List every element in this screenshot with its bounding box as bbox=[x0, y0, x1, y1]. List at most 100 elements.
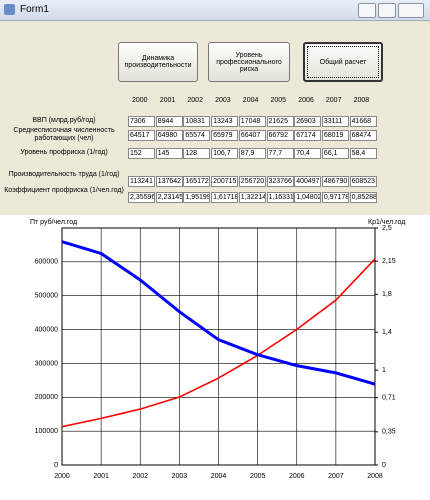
table-cell[interactable]: 64517 bbox=[128, 130, 155, 141]
year-header: 2004 bbox=[242, 97, 259, 104]
row-label: Производительность труда (1/год) bbox=[8, 171, 120, 178]
table-cell[interactable]: 1,04802 bbox=[294, 192, 322, 203]
table-cell[interactable]: 65979 bbox=[211, 130, 239, 141]
y2-tick-label: 1 bbox=[382, 367, 386, 374]
table-cell[interactable]: 58,4 bbox=[349, 148, 377, 159]
row-label: Коэффициент профриска (1/чел.год) bbox=[4, 187, 124, 194]
table-cell[interactable]: 323766 bbox=[266, 176, 294, 187]
table-cell[interactable]: 8944 bbox=[155, 116, 183, 127]
year-header: 2007 bbox=[325, 97, 342, 104]
year-header: 2008 bbox=[353, 97, 370, 104]
table-cell[interactable]: 128 bbox=[183, 148, 211, 159]
y-axis-label: Пт руб/чел.год bbox=[30, 218, 77, 226]
table-cell[interactable]: 165172 bbox=[183, 176, 211, 187]
x-tick-label: 2001 bbox=[93, 473, 109, 480]
year-header: 2002 bbox=[187, 97, 203, 104]
y2-tick-label: 1,8 bbox=[382, 291, 392, 298]
year-header: 2005 bbox=[270, 97, 287, 104]
y-tick-label: 600000 bbox=[35, 259, 58, 266]
table-cell[interactable]: 33111 bbox=[321, 116, 349, 127]
x-tick-label: 2000 bbox=[54, 473, 70, 480]
table-cell[interactable]: 70,4 bbox=[294, 148, 322, 159]
y2-tick-label: 1,4 bbox=[382, 329, 392, 336]
table-cell[interactable]: 400497 bbox=[294, 176, 322, 187]
year-header: 2006 bbox=[298, 97, 314, 104]
table-cell[interactable]: 41668 bbox=[349, 116, 377, 127]
table-cell[interactable]: 1,32214 bbox=[238, 192, 266, 203]
y2-tick-label: 0 bbox=[382, 462, 386, 469]
table-cell[interactable]: 1,95199 bbox=[183, 192, 211, 203]
x-tick-label: 2002 bbox=[132, 473, 148, 480]
series-line bbox=[61, 240, 376, 386]
app-icon bbox=[4, 4, 15, 15]
minimize-button[interactable] bbox=[358, 3, 376, 18]
table-cell[interactable]: 1,61718 bbox=[211, 192, 239, 203]
table-cell[interactable]: 0,97178 bbox=[321, 192, 349, 203]
table-cell[interactable]: 26903 bbox=[294, 116, 322, 127]
year-header: 2001 bbox=[159, 97, 176, 104]
table-cell[interactable]: 17048 bbox=[238, 116, 266, 127]
x-tick-label: 2008 bbox=[367, 473, 383, 480]
table-cell[interactable]: 113241 bbox=[128, 176, 155, 187]
row-label: Среднесписочная численность работающих (… bbox=[13, 127, 115, 142]
x-tick-label: 2005 bbox=[250, 473, 266, 480]
table-cell[interactable]: 64980 bbox=[155, 130, 183, 141]
table-cell[interactable]: 21625 bbox=[266, 116, 294, 127]
table-cell[interactable]: 152 bbox=[128, 148, 155, 159]
table-cell[interactable]: 66792 bbox=[266, 130, 294, 141]
x-tick-label: 2006 bbox=[289, 473, 305, 480]
table-cell[interactable]: 2,35596 bbox=[128, 192, 155, 203]
button[interactable]: Уровень профессионального риска bbox=[208, 42, 290, 82]
x-tick-label: 2004 bbox=[211, 473, 227, 480]
y-tick-label: 100000 bbox=[35, 428, 58, 435]
year-header: 2000 bbox=[132, 97, 148, 104]
table-cell[interactable]: 77,7 bbox=[266, 148, 294, 159]
table-cell[interactable]: 65574 bbox=[183, 130, 211, 141]
chart: Пт руб/чел.год Кр1/чел.год 0100000200000… bbox=[0, 215, 430, 500]
y2-tick-label: 0,71 bbox=[382, 395, 396, 402]
x-tick-label: 2003 bbox=[172, 473, 188, 480]
x-tick-label: 2007 bbox=[328, 473, 344, 480]
table-cell[interactable]: 10831 bbox=[183, 116, 211, 127]
table-cell[interactable]: 608523 bbox=[349, 176, 377, 187]
plot-frame bbox=[61, 227, 376, 466]
table-cell[interactable]: 66407 bbox=[238, 130, 266, 141]
table-cell[interactable]: 1,16331 bbox=[266, 192, 294, 203]
maximize-button[interactable] bbox=[378, 3, 396, 18]
table-cell[interactable]: 7306 bbox=[128, 116, 155, 127]
window-title: Form1 bbox=[20, 4, 49, 15]
y2-axis-label: Кр1/чел.год bbox=[368, 219, 405, 226]
title-bar: Form1 bbox=[0, 0, 430, 21]
table-cell[interactable]: 87,9 bbox=[238, 148, 266, 159]
table-cell[interactable]: 2,23145 bbox=[155, 192, 183, 203]
chart-background bbox=[0, 215, 430, 500]
table-cell[interactable]: 67174 bbox=[294, 130, 322, 141]
series-line bbox=[61, 258, 376, 428]
table-cell[interactable]: 256720 bbox=[238, 176, 266, 187]
table-cell[interactable]: 145 bbox=[155, 148, 183, 159]
row-label: ВВП (млрд.руб/год) bbox=[32, 117, 96, 124]
y-tick-label: 500000 bbox=[35, 293, 58, 300]
y2-tick-label: 2,5 bbox=[382, 225, 392, 232]
y2-tick-label: 0,35 bbox=[382, 429, 396, 436]
table-cell[interactable]: 137642 bbox=[155, 176, 183, 187]
button[interactable]: Динамика производительности bbox=[118, 42, 198, 82]
y2-tick-label: 2,15 bbox=[382, 258, 396, 265]
close-button[interactable] bbox=[398, 3, 424, 18]
y-tick-label: 0 bbox=[54, 462, 58, 469]
table-cell[interactable]: 66,1 bbox=[321, 148, 349, 159]
table-cell[interactable]: 486790 bbox=[321, 176, 349, 187]
table-cell[interactable]: 68019 bbox=[321, 130, 349, 141]
table-cell[interactable]: 0,85288 bbox=[349, 192, 377, 203]
year-header: 2003 bbox=[215, 97, 231, 104]
row-label: Уровень профриска (1/год) bbox=[20, 149, 108, 156]
table-cell[interactable]: 106,7 bbox=[211, 148, 239, 159]
table-cell[interactable]: 200715 bbox=[211, 176, 239, 187]
y-tick-label: 400000 bbox=[35, 326, 58, 333]
button[interactable]: Общий расчет bbox=[303, 42, 383, 82]
table-cell[interactable]: 68474 bbox=[349, 130, 377, 141]
table-cell[interactable]: 13243 bbox=[211, 116, 239, 127]
y-tick-label: 300000 bbox=[35, 360, 58, 367]
y-tick-label: 200000 bbox=[35, 394, 58, 401]
